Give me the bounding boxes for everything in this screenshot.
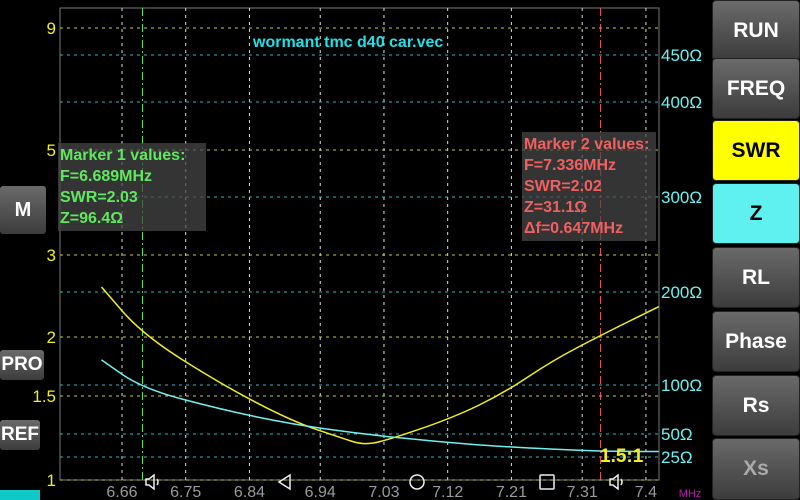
x-tick-label: 7.21 [496, 484, 527, 500]
plot-frame [59, 7, 660, 481]
x-tick-label: 7.4 [635, 484, 657, 500]
x-tick-label: 6.84 [234, 484, 265, 500]
swr-tick-label: 3 [47, 246, 56, 265]
button-run[interactable]: RUN [712, 0, 800, 61]
swr-tick-label: 9 [47, 19, 56, 38]
z-curve [101, 359, 659, 453]
chart-title: wormant tmc d40 car.vec [253, 34, 444, 51]
ref-button[interactable]: REF [0, 420, 40, 450]
marker1-heading: Marker 1 values: [60, 147, 186, 164]
marker2-delta-f: Δf=0.647MHz [524, 220, 624, 237]
swr-tick-label: 2 [47, 328, 56, 347]
z-tick-label: 25Ω [661, 448, 693, 467]
marker2-values-box: Marker 2 values: F=7.336MHz SWR=2.02 Z=3… [522, 132, 656, 241]
x-tick-label: 6.66 [106, 484, 137, 500]
swr-ratio-label: 1.5:1 [600, 446, 644, 467]
pro-button[interactable]: PRO [0, 350, 44, 380]
button-phase[interactable]: Phase [712, 311, 800, 372]
marker1-frequency: F=6.689MHz [60, 168, 153, 185]
x-axis-unit: MHz [679, 488, 702, 500]
marker-button[interactable]: M [0, 186, 46, 234]
marker1-swr: SWR=2.03 [60, 189, 138, 206]
marker1-values-box: Marker 1 values: F=6.689MHz SWR=2.03 Z=9… [58, 143, 206, 231]
x-tick-label: 6.94 [305, 484, 336, 500]
marker2-heading: Marker 2 values: [524, 136, 650, 153]
button-swr[interactable]: SWR [712, 120, 800, 181]
swr-tick-label: 1 [47, 471, 56, 490]
swr-tick-label: 1.5 [32, 387, 56, 406]
volume-icon[interactable] [144, 473, 162, 491]
button-rl[interactable]: RL [712, 247, 800, 308]
z-tick-label: 200Ω [661, 283, 702, 302]
z-tick-label: 300Ω [661, 188, 702, 207]
home-icon[interactable] [408, 473, 426, 491]
marker2-swr: SWR=2.02 [524, 178, 602, 195]
z-tick-label: 100Ω [661, 376, 702, 395]
z-tick-label: 400Ω [661, 93, 702, 112]
swr-tick-label: 5 [47, 141, 56, 160]
button-rs[interactable]: Rs [712, 375, 800, 436]
swr-curve [100, 286, 659, 445]
z-tick-label: 50Ω [661, 425, 693, 444]
button-z[interactable]: Z [712, 183, 800, 244]
back-icon[interactable] [276, 473, 294, 491]
volume-icon-right[interactable] [608, 473, 626, 491]
z-tick-label: 450Ω [661, 46, 702, 65]
x-tick-label: 7.12 [432, 484, 463, 500]
x-tick-label: 7.03 [368, 484, 399, 500]
recents-icon[interactable] [538, 473, 556, 491]
x-tick-label: 6.75 [170, 484, 201, 500]
marker2-frequency: F=7.336MHz [524, 157, 617, 174]
marker1-impedance: Z=96.4Ω [60, 210, 124, 227]
button-freq[interactable]: FREQ [712, 58, 800, 119]
x-tick-label: 7.31 [567, 484, 598, 500]
button-xs[interactable]: Xs [712, 438, 800, 500]
marker2-impedance: Z=31.1Ω [524, 199, 588, 216]
scroll-indicator [0, 490, 40, 500]
